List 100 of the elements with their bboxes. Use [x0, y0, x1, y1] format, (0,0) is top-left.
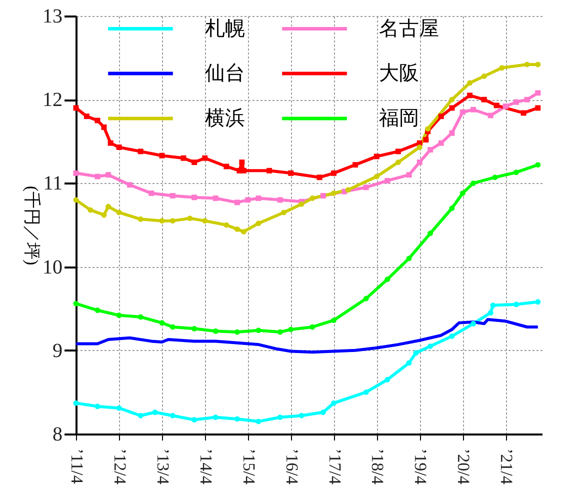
point [320, 410, 326, 415]
point [352, 162, 358, 168]
point [320, 193, 326, 198]
point [524, 96, 530, 102]
point [240, 168, 246, 174]
point [384, 178, 390, 184]
point [192, 194, 198, 200]
y-tick-label: 8 [52, 424, 62, 446]
point [467, 92, 473, 98]
point [520, 110, 526, 116]
point [438, 114, 444, 120]
x-tick-label: ’13/4 [153, 448, 172, 485]
point [406, 360, 412, 366]
point [406, 172, 412, 178]
y-tick-label: 12 [42, 89, 62, 112]
point [138, 216, 144, 222]
point [449, 130, 455, 136]
point [159, 320, 165, 326]
point [428, 343, 434, 349]
point [187, 216, 193, 222]
point [159, 152, 165, 158]
point [116, 405, 122, 411]
point [416, 160, 422, 166]
point [152, 410, 158, 415]
point [449, 206, 455, 212]
point [470, 106, 476, 112]
point [514, 170, 519, 176]
point [239, 160, 245, 166]
point [277, 329, 283, 335]
point [108, 140, 114, 146]
point [73, 300, 79, 306]
point [449, 333, 455, 339]
point [395, 148, 401, 154]
point [170, 218, 176, 224]
line-series [74, 318, 540, 354]
point [234, 329, 240, 335]
point [535, 62, 541, 68]
point [138, 412, 144, 418]
point [73, 197, 79, 203]
point [331, 170, 336, 176]
point [467, 80, 473, 86]
point [148, 190, 154, 196]
point [138, 148, 144, 154]
point [423, 136, 429, 142]
legend-label: 仙台 [205, 62, 245, 84]
point [425, 126, 431, 132]
point [192, 417, 198, 423]
legend-label: 大阪 [379, 62, 419, 84]
point [94, 308, 100, 314]
x-tick-label: ’16/4 [282, 448, 302, 485]
point [470, 320, 476, 326]
point [138, 314, 144, 320]
point [101, 212, 107, 218]
point [180, 155, 186, 161]
point [116, 210, 122, 216]
y-tick-label: 13 [42, 6, 62, 28]
point [499, 65, 505, 71]
point [245, 197, 251, 203]
point [73, 105, 79, 111]
point [101, 124, 107, 130]
point [535, 299, 541, 305]
point [298, 201, 304, 207]
point [345, 187, 351, 193]
point [395, 160, 401, 166]
x-tick-label: ’18/4 [368, 448, 388, 485]
point [460, 190, 466, 196]
point [363, 296, 369, 302]
point [192, 326, 198, 332]
point [428, 230, 434, 236]
point [502, 104, 508, 110]
point [94, 404, 100, 410]
point [416, 144, 422, 150]
point [514, 302, 519, 308]
point [202, 218, 208, 224]
point [116, 144, 122, 150]
point [84, 114, 90, 120]
point [524, 62, 530, 68]
point [106, 204, 112, 210]
x-tick-label: ’21/4 [497, 448, 516, 485]
point [481, 96, 487, 102]
point [535, 105, 541, 111]
y-axis-title: (千円／坪) [22, 186, 42, 266]
point [212, 196, 218, 201]
x-tick-label: ’20/4 [454, 448, 474, 485]
point [331, 190, 336, 196]
point [514, 99, 519, 105]
point [288, 326, 294, 332]
legend-label: 横浜 [205, 108, 245, 130]
point [428, 147, 434, 152]
x-tick-label: ’14/4 [196, 448, 216, 485]
point [413, 350, 419, 356]
point [331, 400, 336, 406]
point [438, 140, 444, 146]
point [224, 222, 230, 228]
legend-label: 札幌 [205, 18, 245, 40]
legend-label: 名古屋 [379, 18, 439, 40]
point [363, 389, 369, 395]
point [277, 414, 283, 420]
point [116, 312, 122, 318]
point [106, 172, 112, 178]
